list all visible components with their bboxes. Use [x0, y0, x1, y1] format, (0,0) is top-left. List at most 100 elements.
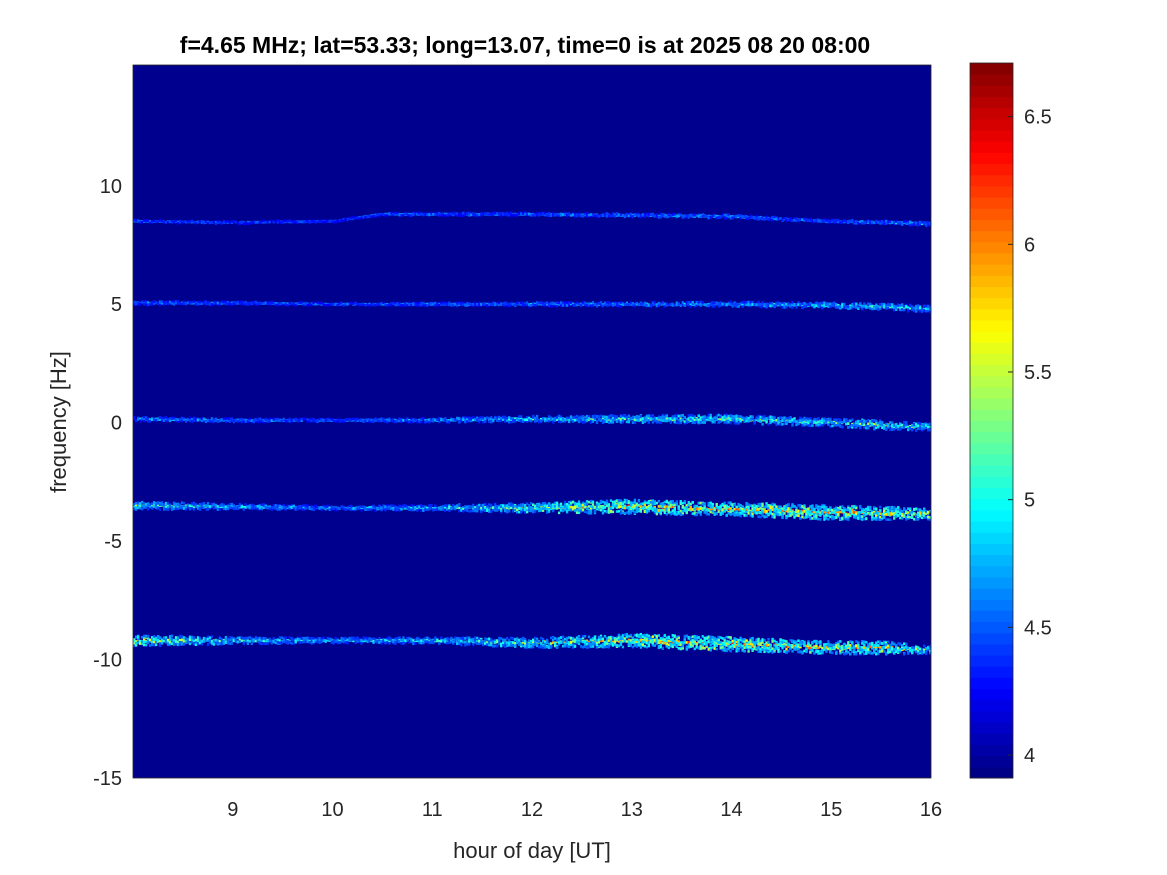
spectrogram-cell	[500, 416, 503, 420]
spectrogram-cell	[338, 219, 341, 223]
spectrogram-cell	[348, 302, 351, 305]
spectrogram-cell	[599, 501, 603, 505]
spectrogram-cell	[216, 221, 220, 224]
spectrogram-cell	[541, 507, 545, 510]
spectrogram-cell	[871, 423, 874, 427]
spectrogram-cell	[488, 506, 491, 510]
spectrogram-cell	[895, 308, 898, 311]
spectrogram-cell	[567, 504, 571, 507]
spectrogram-cell	[855, 304, 858, 308]
spectrogram-cell	[310, 417, 313, 421]
spectrogram-cell	[635, 503, 639, 507]
spectrogram-cell	[837, 423, 840, 427]
spectrogram-cell	[809, 301, 812, 305]
spectrogram-cell	[394, 211, 397, 215]
spectrogram-cell	[639, 414, 643, 418]
spectrogram-cell	[418, 507, 421, 510]
spectrogram-cell	[801, 302, 804, 306]
spectrogram-cell	[607, 303, 611, 307]
spectrogram-cell	[631, 421, 635, 424]
spectrogram-cell	[178, 302, 182, 305]
spectrogram-cell	[607, 416, 611, 420]
spectrogram-cell	[194, 303, 198, 306]
spectrogram-cell	[627, 510, 631, 513]
spectrogram-cell	[230, 504, 234, 508]
spectrogram-cell	[186, 506, 190, 509]
spectrogram-cell	[801, 218, 804, 222]
spectrogram-cell	[857, 304, 860, 307]
spectrogram-cell	[595, 420, 599, 423]
spectrogram-cell	[615, 415, 619, 418]
spectrogram-cell	[162, 302, 166, 306]
spectrogram-cell	[398, 301, 401, 305]
spectrogram-cell	[514, 303, 517, 306]
spectrogram-cell	[915, 221, 918, 225]
spectrogram-cell	[512, 510, 515, 513]
spectrogram-cell	[617, 499, 621, 502]
spectrogram-cell	[737, 418, 740, 421]
spectrogram-cell	[306, 302, 309, 305]
spectrogram-cell	[811, 421, 814, 425]
spectrogram-cell	[873, 425, 876, 428]
spectrogram-cell	[480, 418, 483, 421]
spectrogram-cell	[585, 507, 589, 511]
spectrogram-cell	[284, 219, 287, 223]
spectrogram-cell	[911, 428, 914, 431]
spectrogram-cell	[615, 304, 619, 308]
spectrogram-cell	[264, 506, 267, 509]
spectrogram-cell	[408, 302, 411, 306]
spectrogram-cell	[681, 215, 684, 218]
spectrogram-cell	[587, 415, 591, 419]
spectrogram-cell	[839, 418, 842, 422]
spectrogram-cell	[919, 422, 922, 425]
spectrogram-cell	[899, 306, 902, 310]
spectrogram-cell	[210, 303, 214, 306]
spectrogram-cell	[444, 419, 447, 423]
spectrogram-cell	[220, 504, 224, 507]
spectrogram-cell	[853, 302, 856, 305]
spectrogram-cell	[268, 417, 271, 421]
spectrogram-cell	[753, 216, 756, 219]
spectrogram-cell	[589, 215, 593, 218]
spectrogram-cell	[919, 309, 922, 313]
spectrogram-cell	[795, 421, 798, 425]
spectrogram-cell	[927, 423, 930, 426]
spectrogram-cell	[264, 301, 267, 305]
spectrogram-cell	[310, 303, 313, 307]
spectrogram-cell	[140, 301, 144, 304]
spectrogram-cell	[893, 428, 896, 431]
spectrogram-cell	[272, 220, 275, 224]
spectrogram-cell	[885, 219, 888, 223]
spectrogram-cell	[252, 300, 255, 304]
spectrogram-cell	[741, 303, 744, 306]
spectrogram-cell	[691, 215, 694, 218]
spectrogram-cell	[488, 417, 491, 420]
spectrogram-cell	[416, 213, 419, 216]
spectrogram-cell	[356, 417, 359, 421]
spectrogram-cell	[641, 506, 645, 510]
spectrogram-cell	[639, 504, 643, 508]
spectrogram-cell	[216, 508, 220, 511]
spectrogram-cell	[923, 425, 926, 429]
spectrogram-cell	[476, 506, 479, 510]
spectrogram-cell	[829, 302, 832, 306]
spectrogram-cell	[661, 301, 664, 304]
spectrogram-cell	[623, 417, 627, 421]
spectrogram-cell	[893, 308, 896, 312]
spectrogram-cell	[685, 301, 688, 304]
spectrogram-cell	[841, 305, 844, 309]
spectrogram-cell	[807, 417, 810, 421]
spectrogram-cell	[532, 417, 535, 421]
spectrogram-cell	[791, 219, 794, 222]
spectrogram-cell	[661, 415, 664, 418]
spectrogram-cell	[831, 424, 834, 428]
spectrogram-cell	[635, 212, 639, 216]
spectrogram-cell	[194, 505, 198, 508]
spectrogram-cell	[472, 416, 475, 419]
spectrogram-cell	[671, 418, 674, 422]
spectrogram-cell	[508, 416, 511, 419]
spectrogram-cell	[380, 213, 383, 216]
spectrogram-cell	[526, 506, 529, 510]
spectrogram-cell	[350, 301, 353, 305]
spectrogram-cell	[719, 302, 722, 305]
